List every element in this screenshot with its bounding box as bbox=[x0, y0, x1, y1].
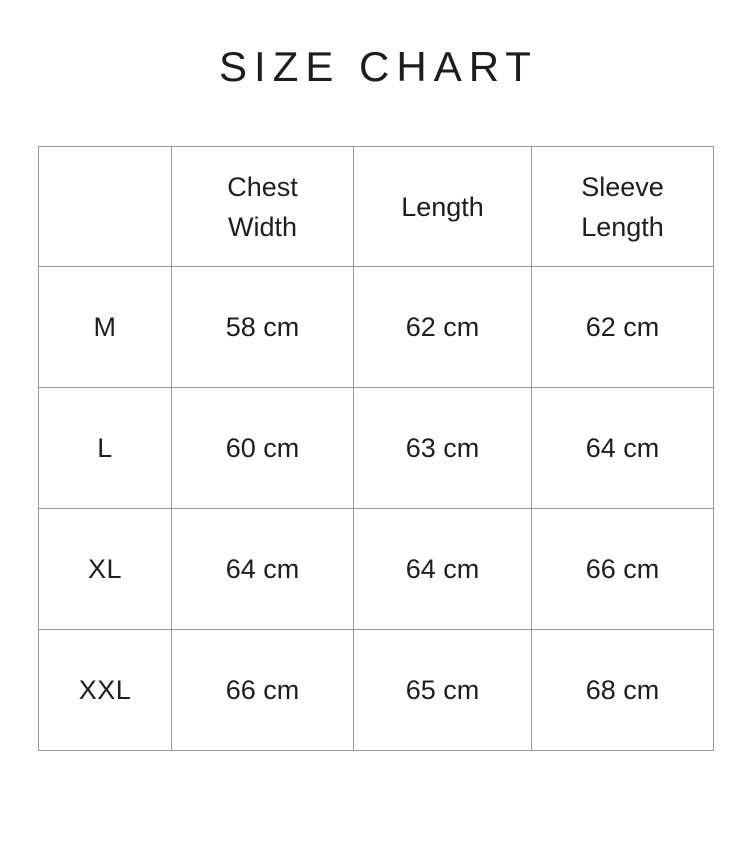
header-cell-sleeve-length: Sleeve Length bbox=[531, 146, 714, 267]
chest-width-cell: 60 cm bbox=[171, 387, 354, 509]
header-cell-empty bbox=[38, 146, 172, 267]
page-title: SIZE CHART bbox=[219, 43, 538, 90]
length-cell: 65 cm bbox=[353, 629, 532, 751]
chest-width-cell: 58 cm bbox=[171, 266, 354, 388]
table-row: XXL 66 cm 65 cm 68 cm bbox=[38, 629, 714, 751]
sleeve-length-cell: 62 cm bbox=[531, 266, 714, 388]
size-cell: L bbox=[38, 387, 172, 509]
size-cell: XL bbox=[38, 508, 172, 630]
size-chart-page: SIZE CHART Chest Width Length Sleeve Len… bbox=[0, 46, 750, 751]
header-cell-chest-width: Chest Width bbox=[171, 146, 354, 267]
table-row: M 58 cm 62 cm 62 cm bbox=[38, 266, 714, 388]
chest-width-cell: 66 cm bbox=[171, 629, 354, 751]
table-row: XL 64 cm 64 cm 66 cm bbox=[38, 508, 714, 630]
sleeve-length-cell: 68 cm bbox=[531, 629, 714, 751]
sleeve-length-cell: 66 cm bbox=[531, 508, 714, 630]
chest-width-cell: 64 cm bbox=[171, 508, 354, 630]
size-cell: XXL bbox=[38, 629, 172, 751]
length-cell: 62 cm bbox=[353, 266, 532, 388]
length-cell: 63 cm bbox=[353, 387, 532, 509]
header-cell-length: Length bbox=[353, 146, 532, 267]
size-cell: M bbox=[38, 266, 172, 388]
size-chart-table: Chest Width Length Sleeve Length M 58 cm… bbox=[38, 146, 714, 751]
table-header-row: Chest Width Length Sleeve Length bbox=[38, 146, 714, 267]
length-cell: 64 cm bbox=[353, 508, 532, 630]
table-row: L 60 cm 63 cm 64 cm bbox=[38, 387, 714, 509]
sleeve-length-cell: 64 cm bbox=[531, 387, 714, 509]
